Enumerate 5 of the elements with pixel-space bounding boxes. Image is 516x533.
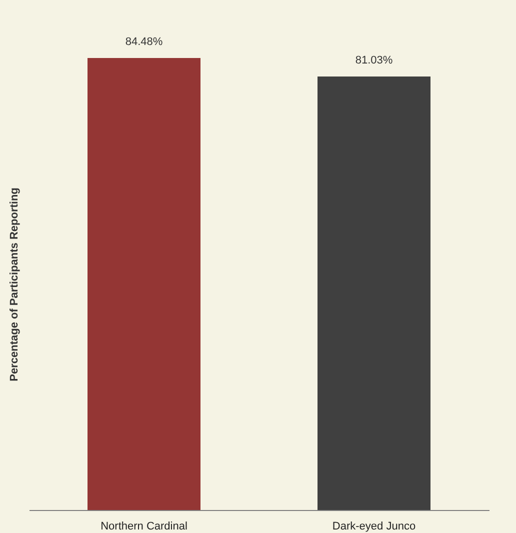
x-tick-label: Dark-eyed Junco: [332, 520, 416, 532]
y-axis-title: Percentage of Participants Reporting: [8, 188, 20, 382]
data-label: 84.48%: [125, 36, 163, 48]
data-label: 81.03%: [355, 54, 393, 66]
x-tick-label: Northern Cardinal: [100, 520, 188, 532]
